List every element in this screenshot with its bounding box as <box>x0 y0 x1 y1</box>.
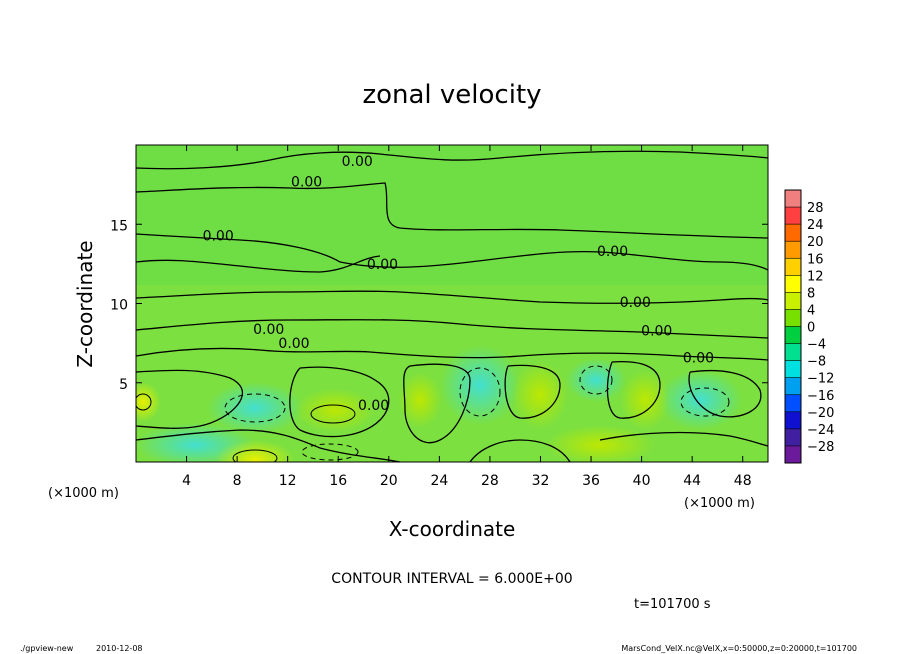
colorbar-swatch <box>785 428 801 447</box>
positive-contours <box>136 393 356 462</box>
colorbar-tick-label: 28 <box>807 201 824 216</box>
x-axis-label: X-coordinate <box>389 517 516 541</box>
upper-band <box>136 145 768 285</box>
y-unit-label: (×1000 m) <box>48 486 119 501</box>
positive-cell <box>620 370 670 430</box>
colorbar-tick-label: −20 <box>807 406 834 421</box>
x-tick-label: 20 <box>380 473 398 489</box>
time-label: t=101700 s <box>634 597 711 612</box>
colorbar-swatch <box>785 275 801 293</box>
positive-cell <box>136 382 161 422</box>
colorbar-swatch <box>785 445 801 464</box>
program-name: ./gpview-new <box>20 644 74 653</box>
x-tick-label: 48 <box>734 473 752 489</box>
x-tick-label: 44 <box>683 473 701 489</box>
y-axis-label: Z-coordinate <box>73 240 97 367</box>
colorbar-swatch <box>785 190 801 208</box>
negative-contours <box>224 365 730 461</box>
colorbar-swatch <box>785 394 801 413</box>
colorbar-tick-label: 12 <box>807 269 824 284</box>
positive-cell <box>398 372 442 428</box>
colorbar-swatch <box>785 241 801 259</box>
colorbar-swatch <box>785 326 801 345</box>
x-tick-label: 28 <box>481 473 499 489</box>
x-tick-label: 4 <box>182 473 191 489</box>
colorbar-swatch <box>785 309 801 327</box>
positive-cell <box>512 361 568 429</box>
x-tick-label: 32 <box>532 473 550 489</box>
contour-label: 0.00 <box>253 322 284 338</box>
colorbar-tick-label: 16 <box>807 252 824 267</box>
x-tick-label: 36 <box>582 473 600 489</box>
colorbar-swatch <box>785 411 801 430</box>
y-tick-label: 10 <box>110 298 128 314</box>
negative-cell <box>440 345 520 425</box>
contour-label: 0.00 <box>597 244 628 260</box>
colorbar-swatch <box>785 292 801 310</box>
contour-label: 0.00 <box>620 295 651 311</box>
colorbar-tick-label: 20 <box>807 235 824 250</box>
positive-cell <box>295 388 375 432</box>
negative-cell <box>658 370 742 430</box>
colorbar: 28 24 20 16 12 8 4 0 −4 −8 −12 −16 −20 −24 −28 <box>784 189 834 464</box>
data-source: MarsCond_VelX.nc@VelX,x=0:50000,z=0:2000… <box>621 644 857 653</box>
positive-cell <box>215 440 295 462</box>
y-axis-ticks: 5 10 15 <box>110 218 768 393</box>
contour-labels: 0.000.000.000.000.000.000.000.000.000.00… <box>203 154 714 414</box>
negative-cell <box>566 358 626 402</box>
contour-label: 0.00 <box>278 336 309 352</box>
x-tick-label: 40 <box>633 473 651 489</box>
contour-label: 0.00 <box>683 350 714 366</box>
colorbar-swatch <box>785 258 801 276</box>
colorbar-tick-label: 24 <box>807 218 824 233</box>
colorbar-tick-label: −4 <box>807 338 826 353</box>
colorbar-tick-label: 8 <box>807 286 815 301</box>
colorbar-tick-label: 0 <box>807 321 815 336</box>
colorbar-tick-label: −24 <box>807 423 834 438</box>
x-tick-label: 12 <box>279 473 297 489</box>
contour-label: 0.00 <box>291 174 322 190</box>
contour-lines <box>136 150 768 462</box>
colorbar-tick-label: −12 <box>807 372 834 387</box>
contour-label: 0.00 <box>203 228 234 244</box>
colorbar-tick-label: −28 <box>807 440 834 455</box>
colorbar-swatch <box>785 377 801 396</box>
plot-area <box>136 145 768 462</box>
y-tick-label: 5 <box>119 377 128 393</box>
x-tick-label: 24 <box>430 473 448 489</box>
colorbar-tick-label: 4 <box>807 303 815 318</box>
negative-cell <box>207 382 303 434</box>
colorbar-swatch <box>785 343 801 362</box>
contour-label: 0.00 <box>641 323 672 339</box>
colorbar-swatch <box>785 360 801 379</box>
x-tick-label: 16 <box>329 473 347 489</box>
colorbar-tick-label: −8 <box>807 355 826 370</box>
x-axis-ticks: 4 8 12 16 20 24 28 32 36 40 44 48 <box>182 145 752 489</box>
contour-label: 0.00 <box>358 398 389 414</box>
program-date: 2010-12-08 <box>96 644 143 653</box>
colorbar-swatch <box>785 224 801 242</box>
contour-label: 0.00 <box>342 154 373 170</box>
x-unit-label: (×1000 m) <box>684 496 755 511</box>
x-tick-label: 8 <box>233 473 242 489</box>
contour-label: 0.00 <box>367 257 398 273</box>
colorbar-swatch <box>785 207 801 225</box>
y-tick-label: 15 <box>110 218 128 234</box>
chart-title: zonal velocity <box>362 80 541 110</box>
contour-interval: CONTOUR INTERVAL = 6.000E+00 <box>331 571 572 587</box>
colorbar-tick-label: −16 <box>807 389 834 404</box>
positive-cell <box>545 425 655 462</box>
